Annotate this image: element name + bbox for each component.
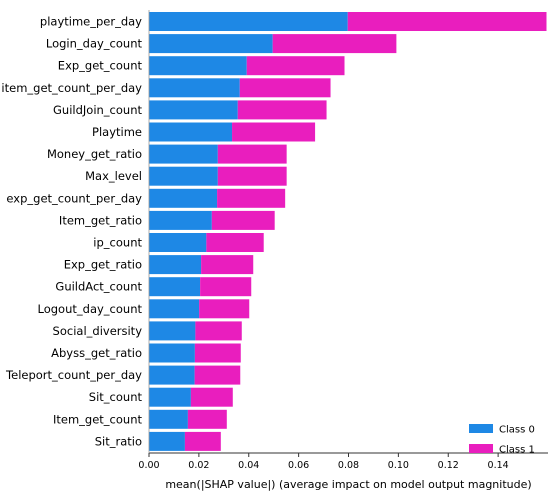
feature-label: Teleport_count_per_day <box>5 368 142 382</box>
bar-class0 <box>149 299 200 319</box>
x-tick-label: 0.14 <box>488 460 509 471</box>
bar-class0 <box>149 387 191 407</box>
bar-class1 <box>237 100 327 120</box>
bar-class1 <box>239 78 331 98</box>
x-tick-label: 0.04 <box>238 460 259 471</box>
feature-label: Logout_day_count <box>38 302 143 316</box>
bar-class0 <box>149 365 195 385</box>
bar-class0 <box>149 277 201 297</box>
feature-label: ip_count <box>93 236 142 250</box>
bar-class0 <box>149 78 240 98</box>
bar-class1 <box>194 343 241 363</box>
feature-label: GuildJoin_count <box>53 103 142 117</box>
bar-class0 <box>149 431 185 451</box>
x-tick-label: 0.08 <box>338 460 359 471</box>
bar-class1 <box>206 233 264 252</box>
bar-class0 <box>149 321 196 341</box>
bar-class1 <box>211 210 275 230</box>
x-tick-label: 0.00 <box>138 460 159 471</box>
feature-label: Exp_get_ratio <box>64 258 142 272</box>
bar-class1 <box>217 188 286 208</box>
feature-label: Sit_count <box>89 390 143 404</box>
feature-label: Max_level <box>85 169 142 183</box>
feature-label: Exp_get_count <box>58 59 143 73</box>
bar-class0 <box>149 210 212 230</box>
legend-label: Class 1 <box>499 445 535 456</box>
feature-label: Sit_ratio <box>95 434 142 448</box>
x-tick-label: 0.06 <box>288 460 309 471</box>
bar-class0 <box>149 100 238 120</box>
bar-class0 <box>149 12 348 31</box>
feature-label: Playtime <box>92 125 142 139</box>
bar-class1 <box>187 409 227 429</box>
bar-class1 <box>272 34 397 54</box>
bar-class1 <box>246 56 345 76</box>
bar-class0 <box>149 34 273 54</box>
feature-labels: playtime_per_day Login_day_count Exp_get_c… <box>1 15 142 449</box>
feature-label: Item_get_count <box>53 412 142 426</box>
x-tick-label: 0.12 <box>438 460 459 471</box>
legend-swatch-class1 <box>469 444 493 453</box>
bar-class1 <box>195 321 242 341</box>
bar-class0 <box>149 255 202 275</box>
bar-class1 <box>232 122 316 142</box>
feature-label: Item_get_ratio <box>59 213 142 227</box>
bar-class0 <box>149 409 188 429</box>
bar-class1 <box>217 166 287 186</box>
bar-class0 <box>149 122 233 142</box>
bar-class0 <box>149 233 207 252</box>
feature-label: item_get_count_per_day <box>1 81 142 95</box>
bar-class0 <box>149 56 247 76</box>
bar-class1 <box>201 255 254 275</box>
bar-class1 <box>347 12 547 31</box>
feature-label: exp_get_count_per_day <box>6 191 142 205</box>
x-tick-label: 0.10 <box>388 460 409 471</box>
feature-label: playtime_per_day <box>40 15 142 29</box>
bar-class0 <box>149 166 218 186</box>
feature-label: GuildAct_count <box>55 280 142 294</box>
legend-swatch-class0 <box>469 424 493 433</box>
feature-label: Social_diversity <box>53 324 143 338</box>
bar-class0 <box>149 188 218 208</box>
legend: Class 0 Class 1 <box>469 424 535 456</box>
x-axis-label: mean(|SHAP value|) (average impact on mo… <box>165 478 531 491</box>
legend-label: Class 0 <box>499 425 535 436</box>
bar-class1 <box>200 277 252 297</box>
x-tick-label: 0.02 <box>188 460 209 471</box>
bar-class1 <box>199 299 250 319</box>
feature-label: Login_day_count <box>46 37 143 51</box>
bar-class1 <box>190 387 233 407</box>
bar-class1 <box>184 431 221 451</box>
bar-class0 <box>149 144 218 164</box>
feature-label: Money_get_ratio <box>47 147 142 161</box>
bar-class1 <box>194 365 241 385</box>
bar-class1 <box>217 144 287 164</box>
x-axis: 0.00 0.02 0.04 0.06 0.08 0.10 0.12 0.14 <box>138 452 548 471</box>
bar-class0 <box>149 343 195 363</box>
feature-label: Abyss_get_ratio <box>51 346 142 360</box>
bars-layer <box>149 12 547 451</box>
